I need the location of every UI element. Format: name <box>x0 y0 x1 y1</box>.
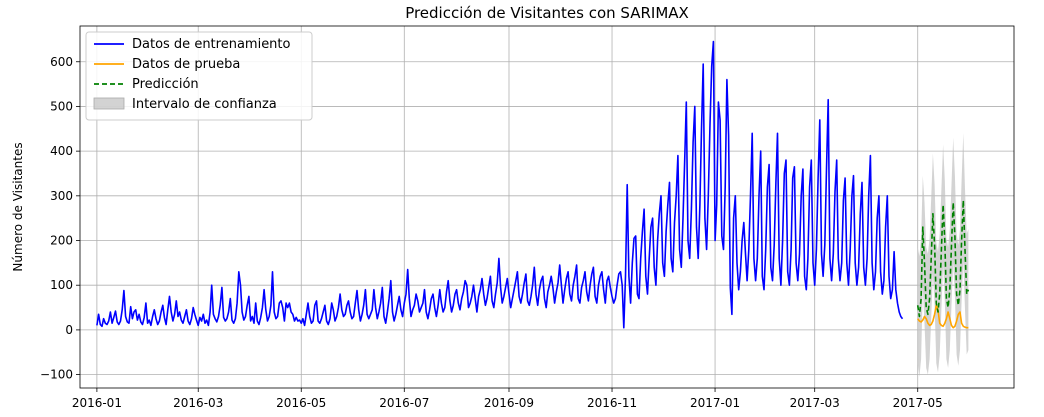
legend: Datos de entrenamiento Datos de prueba Pre… <box>85 31 313 121</box>
legend-label: Intervalo de confianza <box>132 97 277 112</box>
x-tick-label: 2017-05 <box>893 396 943 410</box>
plot-frame <box>79 25 1015 389</box>
legend-swatch <box>93 97 125 110</box>
y-tick-label: 300 <box>50 189 73 203</box>
y-tick-label: 0 <box>65 323 73 337</box>
x-tick-label: 2017-01 <box>690 396 740 410</box>
series-line-1 <box>96 40 904 329</box>
series-line-2 <box>917 304 969 329</box>
confidence-band-layer <box>917 133 969 377</box>
y-tick-label: 200 <box>50 234 73 248</box>
legend-label: Datos de entrenamiento <box>132 37 291 52</box>
confidence-interval-band <box>917 133 969 377</box>
series-layer <box>96 40 970 329</box>
y-tick-label: −100 <box>40 368 73 382</box>
x-tick-label: 2016-01 <box>72 396 122 410</box>
y-tick-label: 600 <box>50 55 73 69</box>
x-tick-label: 2016-11 <box>587 396 637 410</box>
legend-label: Datos de prueba <box>132 57 240 72</box>
x-tick-label: 2016-09 <box>484 396 534 410</box>
x-tick-label: 2016-07 <box>379 396 429 410</box>
x-tick-label: 2016-05 <box>276 396 326 410</box>
y-tick-label: 400 <box>50 144 73 158</box>
chart-title: Predicción de Visitantes con SARIMAX <box>405 4 689 22</box>
legend-label: Predicción <box>132 77 199 92</box>
y-tick-label: 500 <box>50 99 73 113</box>
x-tick-label: 2016-03 <box>173 396 223 410</box>
x-tick-label: 2017-03 <box>790 396 840 410</box>
tick-layer: −100 0 100 200 300 400 500 600 2016-01 2016-03 201… <box>40 55 943 410</box>
y-tick-label: 100 <box>50 278 73 292</box>
legend-box <box>85 31 313 121</box>
y-axis-label: Número de Visitantes <box>11 142 25 271</box>
